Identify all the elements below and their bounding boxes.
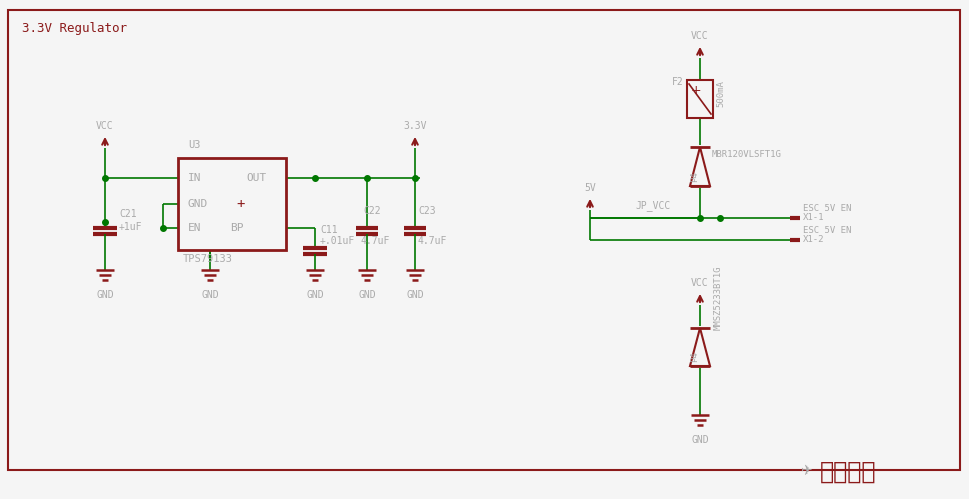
Text: X1-1: X1-1 [802, 213, 824, 222]
Text: GND: GND [188, 199, 208, 209]
Text: ESC 5V EN: ESC 5V EN [802, 204, 851, 213]
Text: 4.7uF: 4.7uF [418, 236, 447, 246]
Text: +1uF: +1uF [119, 222, 142, 232]
Text: MBR120VLSFT1G: MBR120VLSFT1G [711, 150, 781, 159]
Text: +: + [235, 197, 244, 211]
Text: GND: GND [96, 290, 113, 300]
Text: IN: IN [188, 173, 202, 183]
Text: GND: GND [201, 290, 219, 300]
Text: U3: U3 [188, 140, 201, 150]
Text: P4: P4 [689, 351, 699, 362]
Text: GND: GND [306, 290, 324, 300]
Text: OUT: OUT [246, 173, 266, 183]
Text: VCC: VCC [691, 31, 708, 41]
Text: TPS79133: TPS79133 [183, 254, 233, 264]
Text: 4.7uF: 4.7uF [360, 236, 390, 246]
Text: ESC 5V EN: ESC 5V EN [802, 226, 851, 235]
Text: GND: GND [358, 290, 375, 300]
Text: VCC: VCC [691, 278, 708, 288]
Text: BP: BP [230, 223, 243, 233]
Text: C21: C21 [119, 209, 137, 219]
Text: P4: P4 [689, 171, 699, 182]
Text: ✈: ✈ [799, 463, 811, 477]
Text: GND: GND [406, 290, 423, 300]
Text: GND: GND [691, 435, 708, 445]
Text: F2: F2 [672, 77, 683, 87]
Text: +: + [690, 84, 701, 97]
Text: C11: C11 [320, 225, 337, 235]
Text: EN: EN [188, 223, 202, 233]
Text: 5V: 5V [583, 183, 595, 193]
Text: 模友之吧: 模友之吧 [819, 460, 876, 484]
Text: 500mA: 500mA [715, 80, 724, 107]
Bar [686, 80, 712, 118]
Text: X1-2: X1-2 [802, 235, 824, 244]
Text: 3.3V Regulator: 3.3V Regulator [22, 21, 127, 34]
Text: MMSZ5233BT1G: MMSZ5233BT1G [713, 265, 722, 330]
Text: JP_VCC: JP_VCC [635, 200, 670, 211]
Bar [178, 158, 286, 250]
Text: 3.3V: 3.3V [403, 121, 426, 131]
Text: VCC: VCC [96, 121, 113, 131]
Text: C22: C22 [362, 206, 380, 216]
Text: C23: C23 [418, 206, 435, 216]
Text: +.01uF: +.01uF [320, 236, 355, 246]
